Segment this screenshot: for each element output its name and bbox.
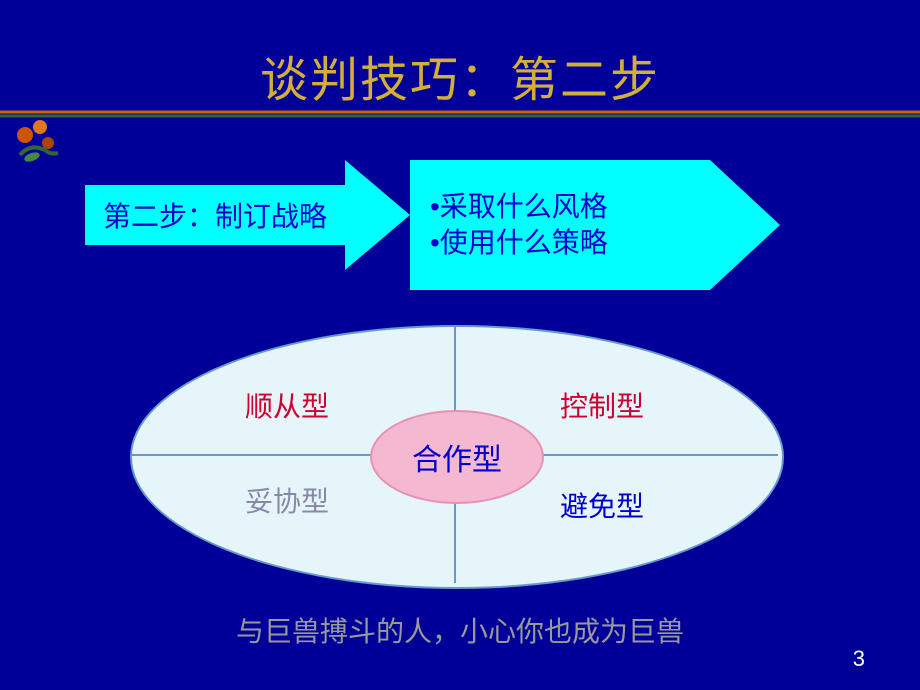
quadrant-top-right: 控制型 <box>560 385 644 425</box>
step-arrow-left-text: 第二步：制订战略 <box>103 195 327 235</box>
flower-ornament-icon <box>10 115 65 170</box>
step-arrow-left-body: 第二步：制订战略 <box>85 185 345 245</box>
footer-quote: 与巨兽搏斗的人，小心你也成为巨兽 <box>0 610 920 650</box>
page-number: 3 <box>853 646 865 672</box>
step-arrow-right: •采取什么风格 •使用什么策略 <box>410 160 780 290</box>
styles-ellipse: 顺从型 控制型 妥协型 避免型 合作型 <box>130 325 780 585</box>
quadrant-bottom-left: 妥协型 <box>245 480 329 520</box>
slide-title: 谈判技巧：第二步 <box>0 40 920 110</box>
step-arrow-right-body: •采取什么风格 •使用什么策略 <box>410 160 710 290</box>
title-underline <box>0 110 920 118</box>
quadrant-top-left: 顺从型 <box>245 385 329 425</box>
quadrant-bottom-right: 避免型 <box>560 485 644 525</box>
step-arrow-right-head <box>710 160 780 290</box>
bullet-2: •使用什么策略 <box>430 225 710 261</box>
step-arrow-left: 第二步：制订战略 <box>85 160 410 290</box>
center-ellipse-text: 合作型 <box>412 435 502 479</box>
step-arrow-left-head <box>345 160 410 270</box>
bullet-1: •采取什么风格 <box>430 189 710 225</box>
center-ellipse: 合作型 <box>370 410 544 504</box>
